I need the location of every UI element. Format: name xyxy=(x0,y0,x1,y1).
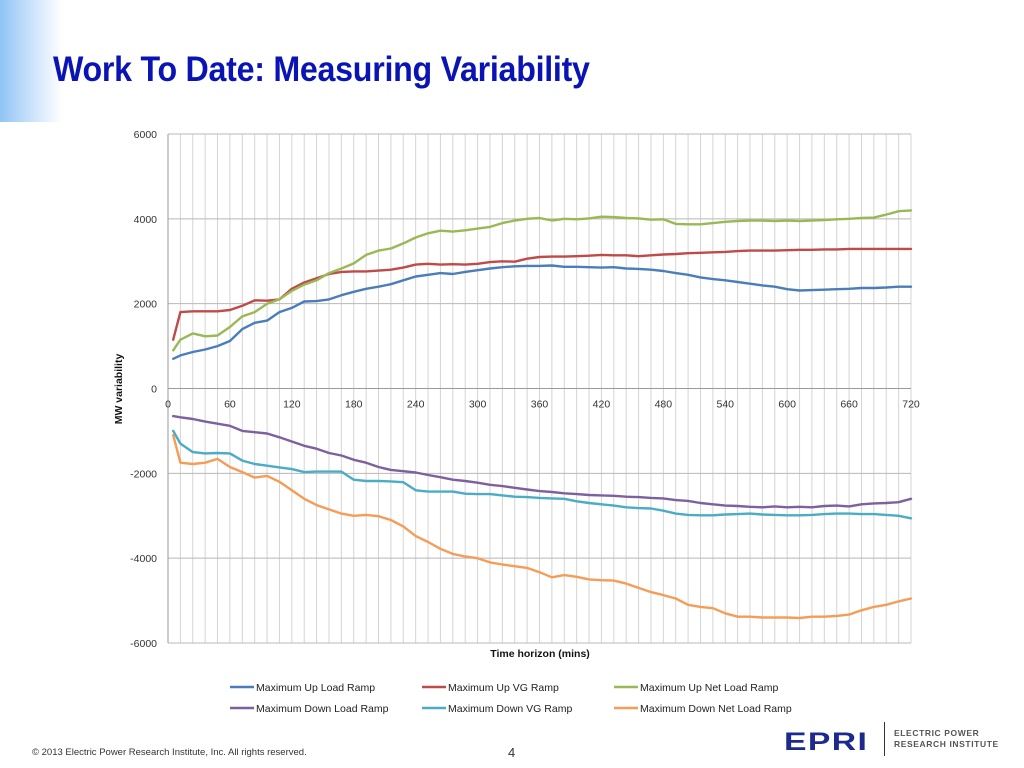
y-tick-label: -6000 xyxy=(130,638,157,650)
legend-label: Maximum Down VG Ramp xyxy=(448,703,572,715)
series-line-4 xyxy=(171,414,913,509)
x-tick-label: 600 xyxy=(778,399,796,411)
x-tick-label: 0 xyxy=(165,399,171,411)
series-line-2 xyxy=(171,247,913,341)
legend-item: Maximum Down Net Load Ramp xyxy=(614,703,792,715)
legend-item: Maximum Up Net Load Ramp xyxy=(614,682,778,694)
y-tick-label: -2000 xyxy=(130,468,157,480)
logo-line-2: RESEARCH INSTITUTE xyxy=(894,739,999,749)
legend: Maximum Up Load Ramp Maximum Up VG Ramp Ma… xyxy=(230,682,792,715)
legend-label: Maximum Down Load Ramp xyxy=(256,703,389,715)
x-tick-label: 720 xyxy=(902,399,920,411)
x-tick-label: 360 xyxy=(531,399,549,411)
x-tick-label: 180 xyxy=(345,399,363,411)
y-tick-labels: 6000 4000 2000 0 -2000 -4000 -6000 xyxy=(130,129,157,650)
x-tick-label: 120 xyxy=(283,399,301,411)
y-axis-title: MW variability xyxy=(113,354,125,425)
series-layer xyxy=(171,209,913,620)
series-line-6 xyxy=(171,434,913,620)
epri-logo: EPRI ELECTRIC POWER RESEARCH INSTITUTE xyxy=(784,722,1004,758)
logo-line-1: ELECTRIC POWER xyxy=(894,728,980,738)
x-axis-title: Time horizon (mins) xyxy=(490,648,590,660)
legend-label: Maximum Up VG Ramp xyxy=(448,682,559,694)
legend-label: Maximum Down Net Load Ramp xyxy=(640,703,792,715)
y-tick-label: -4000 xyxy=(130,553,157,565)
x-tick-label: 300 xyxy=(469,399,487,411)
y-tick-label: 2000 xyxy=(134,299,158,311)
legend-label: Maximum Up Net Load Ramp xyxy=(640,682,778,694)
series-line-3 xyxy=(171,209,913,352)
legend-item: Maximum Down Load Ramp xyxy=(230,703,389,715)
axes xyxy=(167,134,911,643)
logo-mark: EPRI xyxy=(784,728,869,756)
legend-label: Maximum Up Load Ramp xyxy=(256,682,375,694)
x-tick-label: 240 xyxy=(407,399,425,411)
y-tick-label: 6000 xyxy=(134,129,158,141)
legend-item: Maximum Up Load Ramp xyxy=(230,682,375,694)
x-tick-label: 660 xyxy=(840,399,858,411)
x-tick-label: 420 xyxy=(593,399,611,411)
x-tick-label: 60 xyxy=(224,399,236,411)
x-tick-label: 540 xyxy=(716,399,734,411)
page-number: 4 xyxy=(508,745,516,760)
slide-title: Work To Date: Measuring Variability xyxy=(53,50,590,89)
y-tick-label: 4000 xyxy=(134,214,158,226)
x-tick-labels: 0 60 120 180 240 300 360 420 480 540 600 660 720 xyxy=(165,399,920,411)
title-accent-bar xyxy=(0,0,62,122)
series-line-5 xyxy=(171,429,913,520)
logo-divider xyxy=(884,722,885,756)
legend-item: Maximum Down VG Ramp xyxy=(422,703,572,715)
series-line-1 xyxy=(171,264,913,360)
logo-text: ELECTRIC POWER RESEARCH INSTITUTE xyxy=(894,728,999,750)
x-tick-label: 480 xyxy=(655,399,673,411)
y-tick-label: 0 xyxy=(151,384,157,396)
legend-item: Maximum Up VG Ramp xyxy=(422,682,559,694)
copyright-footer: © 2013 Electric Power Research Institute… xyxy=(32,747,307,758)
